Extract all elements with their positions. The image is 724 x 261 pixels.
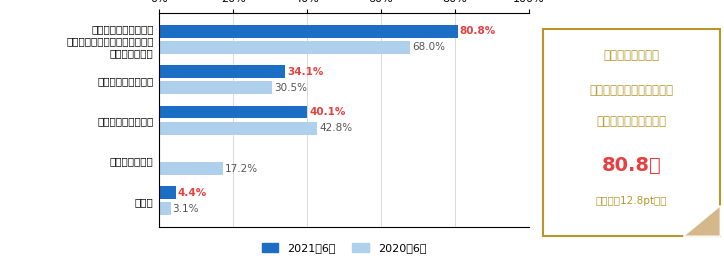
Text: 30.5%: 30.5% [274, 83, 307, 93]
Bar [159, 65, 285, 78]
Text: 68.0%: 68.0% [412, 42, 445, 52]
Bar [159, 203, 171, 215]
Bar [159, 122, 317, 135]
FancyBboxPatch shape [543, 29, 720, 236]
Bar [159, 41, 411, 54]
Text: 4.4%: 4.4% [177, 188, 206, 198]
Text: 80.8％: 80.8％ [602, 156, 662, 175]
Bar [159, 162, 223, 175]
Bar [159, 81, 272, 94]
Bar [159, 25, 458, 38]
Text: 相続税対策として: 相続税対策として [604, 49, 660, 62]
Text: 42.8%: 42.8% [319, 123, 353, 133]
Bar [159, 186, 175, 199]
Polygon shape [683, 206, 720, 236]
Legend: 2021年6月, 2020年6月: 2021年6月, 2020年6月 [257, 238, 431, 258]
Text: 34.1%: 34.1% [287, 67, 324, 76]
Text: 効果的】と思う方が: 効果的】と思う方が [597, 115, 667, 128]
Text: 【不動産を活用することが: 【不動産を活用することが [589, 84, 674, 97]
Text: 3.1%: 3.1% [172, 204, 199, 214]
Bar [159, 105, 308, 118]
Text: 80.8%: 80.8% [460, 26, 496, 36]
Text: 17.2%: 17.2% [224, 164, 258, 174]
Text: （前回比12.8pt増）: （前回比12.8pt増） [596, 196, 668, 206]
Text: 40.1%: 40.1% [309, 107, 345, 117]
